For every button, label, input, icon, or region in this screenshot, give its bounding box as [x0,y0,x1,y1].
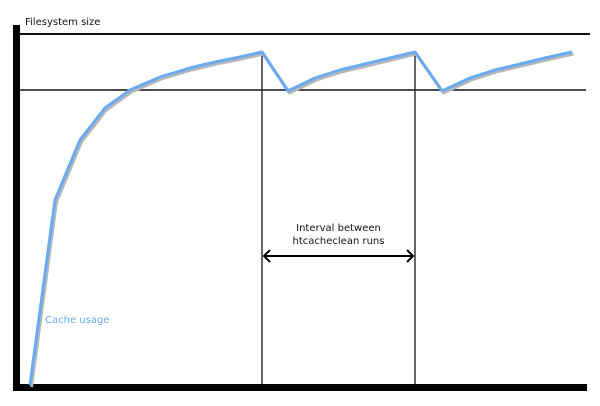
interval-label-line2: htcacheclean runs [292,236,385,247]
cache-usage-shadow [30,52,574,388]
x-axis [13,384,587,391]
interval-label-line1: Interval between [296,223,381,234]
cache-usage-label: Cache usage [45,315,110,326]
interval-label: Interval between htcacheclean runs [262,222,415,248]
y-axis-label: Filesystem size [25,17,101,28]
cache-usage-curve [28,50,573,386]
y-axis [13,25,20,391]
interval-arrow [262,249,415,263]
